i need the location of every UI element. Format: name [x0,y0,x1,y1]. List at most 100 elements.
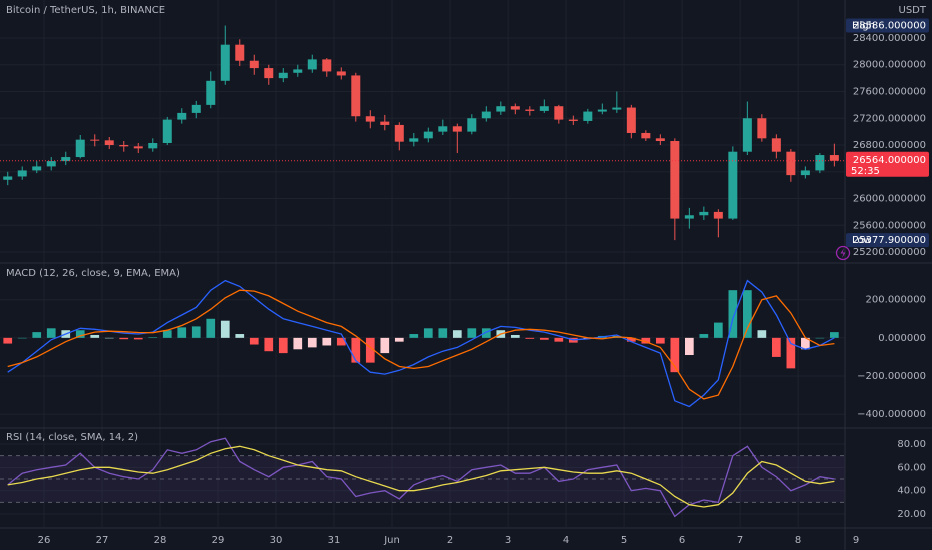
histogram-bar [119,337,129,340]
candle-body [699,211,709,216]
histogram-bar [481,328,491,338]
candle-body [191,104,201,113]
histogram-bar [90,334,100,338]
candle-body [148,143,158,149]
candle-body [815,155,825,171]
extreme-value: 28586.000000 [853,21,926,32]
x-tick-label: 6 [679,535,685,546]
y-tick-label: 28000.000000 [853,60,926,71]
histogram-bar [438,328,448,338]
rsi-title: RSI (14, close, SMA, 14, 2) [6,432,138,443]
histogram-bar [249,337,259,345]
histogram-bar [322,337,332,346]
histogram-bar [670,337,680,373]
y-tick-label: 0.000000 [878,333,926,344]
y-tick-label: 60.00 [897,462,926,473]
candle-body [46,161,56,167]
extreme-box [846,233,929,248]
candle-body [351,75,361,117]
candle-body [467,118,477,132]
histogram-bar [757,330,767,338]
histogram-bar [539,337,549,340]
candle-body [177,112,187,120]
histogram-bar [220,320,230,338]
histogram-bar [32,332,42,338]
candle-body [786,151,796,176]
histogram-bar [801,337,810,350]
candle-body [423,131,433,139]
candle-body [829,155,839,161]
x-tick-label: 8 [795,535,801,546]
histogram-bar [351,337,361,363]
candle-body [641,132,651,139]
histogram-bar [235,334,245,338]
histogram-bar [743,290,752,338]
histogram-bar [75,330,85,338]
symbol-title: Bitcoin / TetherUS, 1h, BINANCE [6,5,165,16]
histogram-bar [684,337,694,356]
histogram-bar [655,337,665,344]
candle-body [626,107,636,133]
histogram-bar [394,337,404,342]
histogram-bar [133,337,143,340]
y-tick-label: 26800.000000 [853,140,926,151]
x-tick-label: 29 [212,535,225,546]
histogram-bar [452,330,462,338]
candle-body [713,211,723,219]
x-tick-label: 7 [737,535,743,546]
histogram-bar [510,334,520,338]
candle-body [510,106,520,110]
candle-body [525,109,535,111]
candle-body [133,146,143,149]
candle-body [612,107,622,110]
candle-body [278,72,288,79]
x-tick-label: 28 [154,535,167,546]
histogram-bar [3,337,13,344]
histogram-bar [525,337,535,339]
x-tick-label: 27 [96,535,109,546]
candle-body [597,109,607,112]
alert-icon-bolt[interactable] [840,248,846,258]
x-tick-label: 30 [270,535,283,546]
candle-body [409,138,419,142]
y-tick-label: 200.000000 [866,295,926,306]
y-tick-label: 25600.000000 [853,220,926,231]
x-tick-label: 3 [505,535,511,546]
indicator-line [7,289,835,400]
candle-body [104,140,114,146]
candle-body [264,68,274,79]
candle-body [162,119,172,144]
y-tick-label: 25200.000000 [853,247,926,258]
histogram-bar [786,337,796,369]
x-tick-label: 9 [853,535,859,546]
candle-body [757,118,767,139]
extreme-value: 25377.900000 [853,235,926,246]
histogram-bar [772,337,781,357]
currency: USDT [899,5,927,16]
candle-body [684,215,694,219]
histogram-bar [380,337,390,354]
histogram-bar [815,337,825,339]
last-price-box [846,151,929,177]
histogram-bar [104,337,114,339]
histogram-bar [307,337,317,348]
x-tick-label: 26 [38,535,51,546]
histogram-bar [409,334,419,338]
histogram-bar [17,337,27,339]
candle-body [380,121,390,125]
histogram-bar [191,326,201,338]
candle-body [3,176,13,180]
alert-icon[interactable] [835,245,851,261]
histogram-bar [336,337,346,346]
candle-body [220,44,230,81]
candle-body [539,106,549,111]
y-tick-label: 40.00 [897,486,926,497]
histogram-bar [699,334,709,338]
candle-body [206,80,216,105]
histogram-bar [641,337,651,344]
candle-body [742,118,752,152]
candle-body [249,60,259,69]
candle-body [394,124,404,142]
candle-body [61,157,71,162]
marks [0,25,845,518]
